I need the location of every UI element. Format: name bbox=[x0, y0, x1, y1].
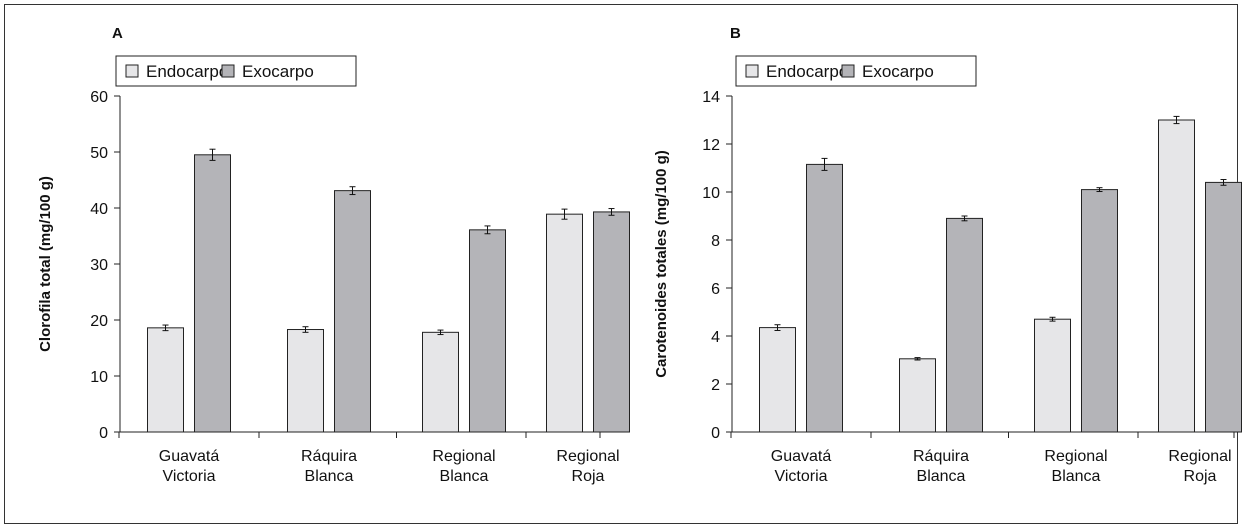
bar-endocarpo bbox=[422, 331, 459, 433]
legend-box bbox=[115, 55, 357, 87]
x-category-label: Victoria bbox=[774, 468, 827, 485]
bar-exocarpo bbox=[194, 154, 231, 433]
y-tick-label: 60 bbox=[90, 89, 108, 106]
bar-exocarpo bbox=[469, 229, 506, 433]
legend-box bbox=[735, 55, 977, 87]
y-tick-label: 8 bbox=[711, 233, 720, 250]
bar-endocarpo bbox=[899, 358, 936, 433]
y-tick-label: 50 bbox=[90, 145, 108, 162]
x-category-label: Guavatá bbox=[159, 448, 220, 465]
y-tick-label: 14 bbox=[702, 89, 720, 106]
x-category-label: Victoria bbox=[162, 468, 215, 485]
x-category-label: Blanca bbox=[305, 468, 354, 485]
y-tick-label: 0 bbox=[711, 425, 720, 442]
bar-exocarpo bbox=[806, 163, 843, 433]
x-category-label: Blanca bbox=[917, 468, 966, 485]
legend-swatch-endocarpo bbox=[745, 64, 759, 78]
x-category-label: Blanca bbox=[440, 468, 489, 485]
y-axis-label: Carotenoides totales (mg/100 g) bbox=[653, 150, 670, 378]
x-category-label: Regional bbox=[1044, 448, 1107, 465]
y-tick-label: 20 bbox=[90, 313, 108, 330]
y-tick-label: 10 bbox=[90, 369, 108, 386]
x-category-label: Ráquira bbox=[913, 448, 969, 465]
bar-endocarpo bbox=[147, 327, 184, 433]
legend-swatch-endocarpo bbox=[125, 64, 139, 78]
y-tick-label: 40 bbox=[90, 201, 108, 218]
y-tick-label: 30 bbox=[90, 257, 108, 274]
panel-letter: A bbox=[112, 25, 123, 42]
x-category-label: Regional bbox=[1168, 448, 1231, 465]
y-tick-label: 10 bbox=[702, 185, 720, 202]
y-axis-label: Clorofila total (mg/100 g) bbox=[37, 176, 54, 352]
legend-swatch-exocarpo bbox=[841, 64, 855, 78]
bar-exocarpo bbox=[946, 217, 983, 433]
bar-endocarpo bbox=[1158, 119, 1195, 433]
bar-exocarpo bbox=[1205, 181, 1242, 433]
bar-endocarpo bbox=[1034, 318, 1071, 433]
y-tick-label: 2 bbox=[711, 377, 720, 394]
panel-letter: B bbox=[730, 25, 741, 42]
x-category-label: Ráquira bbox=[301, 448, 357, 465]
chart-panel-b: B 0 2 4 6 8 10 12 14 Carotenoides totales (mg/100… bbox=[653, 25, 1242, 485]
legend-label-exocarpo: Exocarpo bbox=[862, 62, 934, 81]
bar-endocarpo bbox=[759, 327, 796, 433]
bar-endocarpo bbox=[546, 213, 583, 433]
legend-label-endocarpo: Endocarpo bbox=[146, 62, 228, 81]
legend-label-exocarpo: Exocarpo bbox=[242, 62, 314, 81]
y-tick-label: 4 bbox=[711, 329, 720, 346]
x-category-label: Roja bbox=[572, 468, 605, 485]
x-category-label: Regional bbox=[432, 448, 495, 465]
y-tick-label: 0 bbox=[99, 425, 108, 442]
x-category-label: Roja bbox=[1184, 468, 1217, 485]
x-category-label: Guavatá bbox=[771, 448, 832, 465]
y-tick-label: 12 bbox=[702, 137, 720, 154]
bar-exocarpo bbox=[593, 211, 630, 433]
bar-endocarpo bbox=[287, 329, 324, 433]
x-category-label: Regional bbox=[556, 448, 619, 465]
legend-label-endocarpo: Endocarpo bbox=[766, 62, 848, 81]
bar-exocarpo bbox=[1081, 189, 1118, 433]
legend-swatch-exocarpo bbox=[221, 64, 235, 78]
bar-exocarpo bbox=[334, 190, 371, 433]
chart-panel-a: A 0 10 20 30 40 50 60 Clorofila total (mg/100 g)… bbox=[37, 25, 630, 485]
x-category-label: Blanca bbox=[1052, 468, 1101, 485]
y-tick-label: 6 bbox=[711, 281, 720, 298]
